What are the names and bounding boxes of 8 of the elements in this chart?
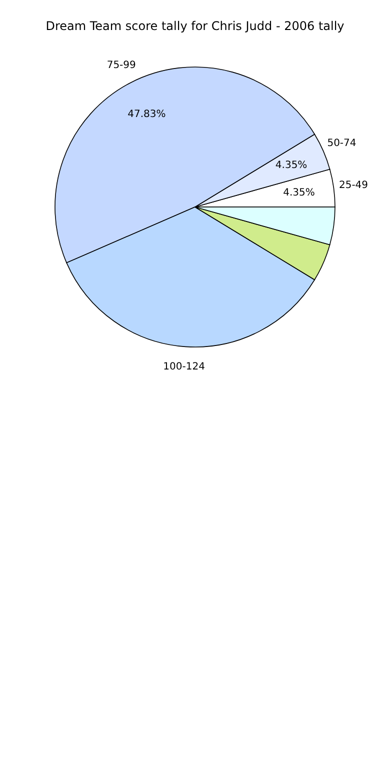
data-label: 47.83% [128,108,166,120]
slice-label: 75-99 [106,60,136,71]
slice-label: 100-124 [163,362,205,373]
slice-label: 50-74 [327,138,356,150]
data-label: 4.35% [283,188,315,199]
data-label: 4.35% [275,160,308,172]
chart-title: Dream Team score tally for Chris Judd - 2006 tally [46,19,344,33]
slice-label: 25-49 [338,180,368,192]
